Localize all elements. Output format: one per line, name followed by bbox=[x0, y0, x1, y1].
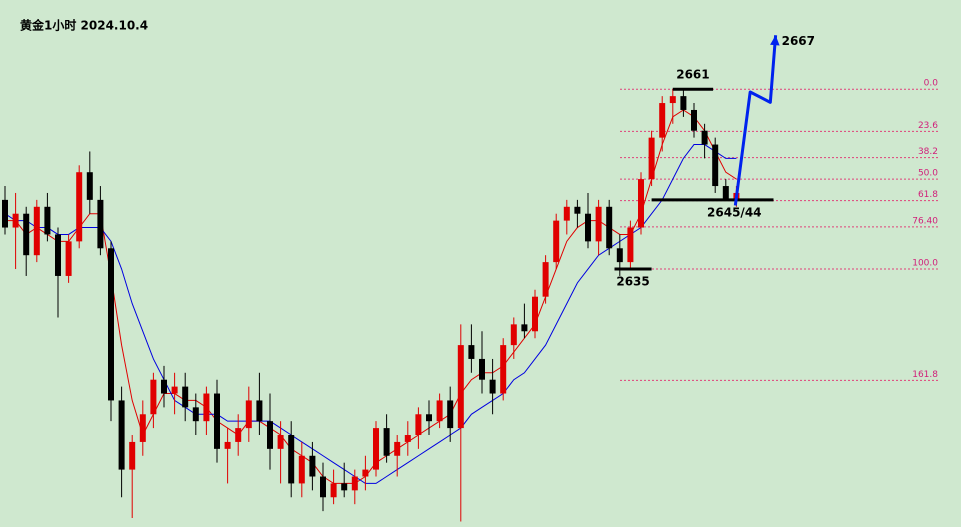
fib-label: 100.0 bbox=[912, 259, 938, 269]
candle-body bbox=[309, 455, 316, 477]
candle-body bbox=[298, 455, 305, 484]
candle-body bbox=[669, 96, 676, 104]
candle-body bbox=[394, 441, 401, 456]
candle-body bbox=[97, 199, 104, 249]
fib-label: 38.2 bbox=[918, 147, 938, 157]
candle-body bbox=[288, 435, 295, 484]
candle-body bbox=[616, 248, 623, 263]
candle-body bbox=[648, 137, 655, 180]
candle-body bbox=[595, 206, 602, 242]
candle-body bbox=[606, 206, 613, 249]
candle-body bbox=[415, 414, 422, 436]
candle-body bbox=[55, 234, 61, 276]
arrow-head bbox=[770, 35, 780, 46]
candle-body bbox=[44, 206, 51, 235]
fib-label: 0.0 bbox=[924, 79, 939, 89]
candle-body bbox=[171, 386, 178, 394]
fib-label: 61.8 bbox=[918, 190, 938, 200]
candle-body bbox=[182, 386, 189, 408]
candle-body bbox=[86, 172, 93, 200]
candle-body bbox=[447, 400, 454, 429]
candle-body bbox=[235, 428, 242, 442]
candle-body bbox=[468, 345, 475, 359]
fib-label: 161.8 bbox=[912, 370, 938, 380]
moving-average bbox=[5, 109, 737, 484]
candle-body bbox=[129, 441, 136, 470]
projection-label: 2667 bbox=[782, 34, 815, 48]
candle-body bbox=[553, 220, 560, 263]
candle-body bbox=[680, 96, 687, 110]
candle-body bbox=[23, 213, 30, 256]
candle-body bbox=[489, 379, 496, 394]
candle-body bbox=[404, 435, 411, 442]
candle-body bbox=[76, 172, 83, 242]
candle-body bbox=[542, 262, 549, 297]
candle-body bbox=[267, 421, 273, 449]
candle-body bbox=[532, 296, 538, 332]
candle-body bbox=[214, 393, 220, 449]
candle-body bbox=[436, 400, 443, 422]
candle-body bbox=[659, 103, 666, 138]
candle-body bbox=[722, 186, 729, 200]
candle-body bbox=[362, 469, 369, 477]
candle-body bbox=[330, 483, 337, 498]
candle-body bbox=[351, 476, 358, 491]
candle-body bbox=[65, 241, 72, 276]
candle-body bbox=[701, 130, 708, 145]
candle-body bbox=[479, 358, 485, 380]
candle-body bbox=[638, 179, 644, 228]
candle-body bbox=[320, 476, 326, 498]
candle-body bbox=[712, 144, 719, 187]
candle-body bbox=[521, 324, 528, 332]
candle-body bbox=[500, 345, 507, 394]
candle-body bbox=[161, 379, 167, 394]
candle-body bbox=[457, 345, 464, 429]
candle-body bbox=[383, 428, 390, 456]
candle-body bbox=[2, 199, 8, 228]
key-level-label: 2635 bbox=[616, 275, 649, 289]
key-level-label: 2645/44 bbox=[707, 205, 761, 219]
candle-body bbox=[150, 379, 157, 415]
candle-body bbox=[224, 441, 231, 449]
candle-body bbox=[256, 400, 263, 422]
candle-body bbox=[245, 400, 252, 429]
candle-body bbox=[627, 227, 634, 263]
key-level-label: 2661 bbox=[676, 68, 709, 82]
candle-body bbox=[426, 414, 432, 422]
candle-body bbox=[203, 393, 210, 422]
candle-body bbox=[277, 435, 284, 449]
candle-body bbox=[108, 248, 114, 401]
candle-body bbox=[118, 400, 125, 470]
candle-body bbox=[585, 213, 591, 242]
candle-body bbox=[373, 428, 379, 470]
moving-average bbox=[4, 144, 737, 484]
candle-body bbox=[691, 109, 697, 131]
candle-body bbox=[139, 414, 146, 442]
candle-body bbox=[33, 206, 40, 256]
projection-arrow bbox=[733, 35, 778, 206]
candle-body bbox=[574, 206, 581, 214]
candle-body bbox=[192, 407, 199, 422]
fib-label: 50.0 bbox=[918, 169, 938, 179]
candle-body bbox=[563, 206, 570, 221]
fib-label: 76.40 bbox=[912, 216, 938, 226]
chart-title: 黄金1小时 2024.10.4 bbox=[20, 18, 148, 33]
candle-body bbox=[12, 213, 19, 228]
fib-label: 23.6 bbox=[918, 121, 938, 131]
candle-body bbox=[341, 483, 348, 491]
candle-body bbox=[510, 324, 517, 346]
